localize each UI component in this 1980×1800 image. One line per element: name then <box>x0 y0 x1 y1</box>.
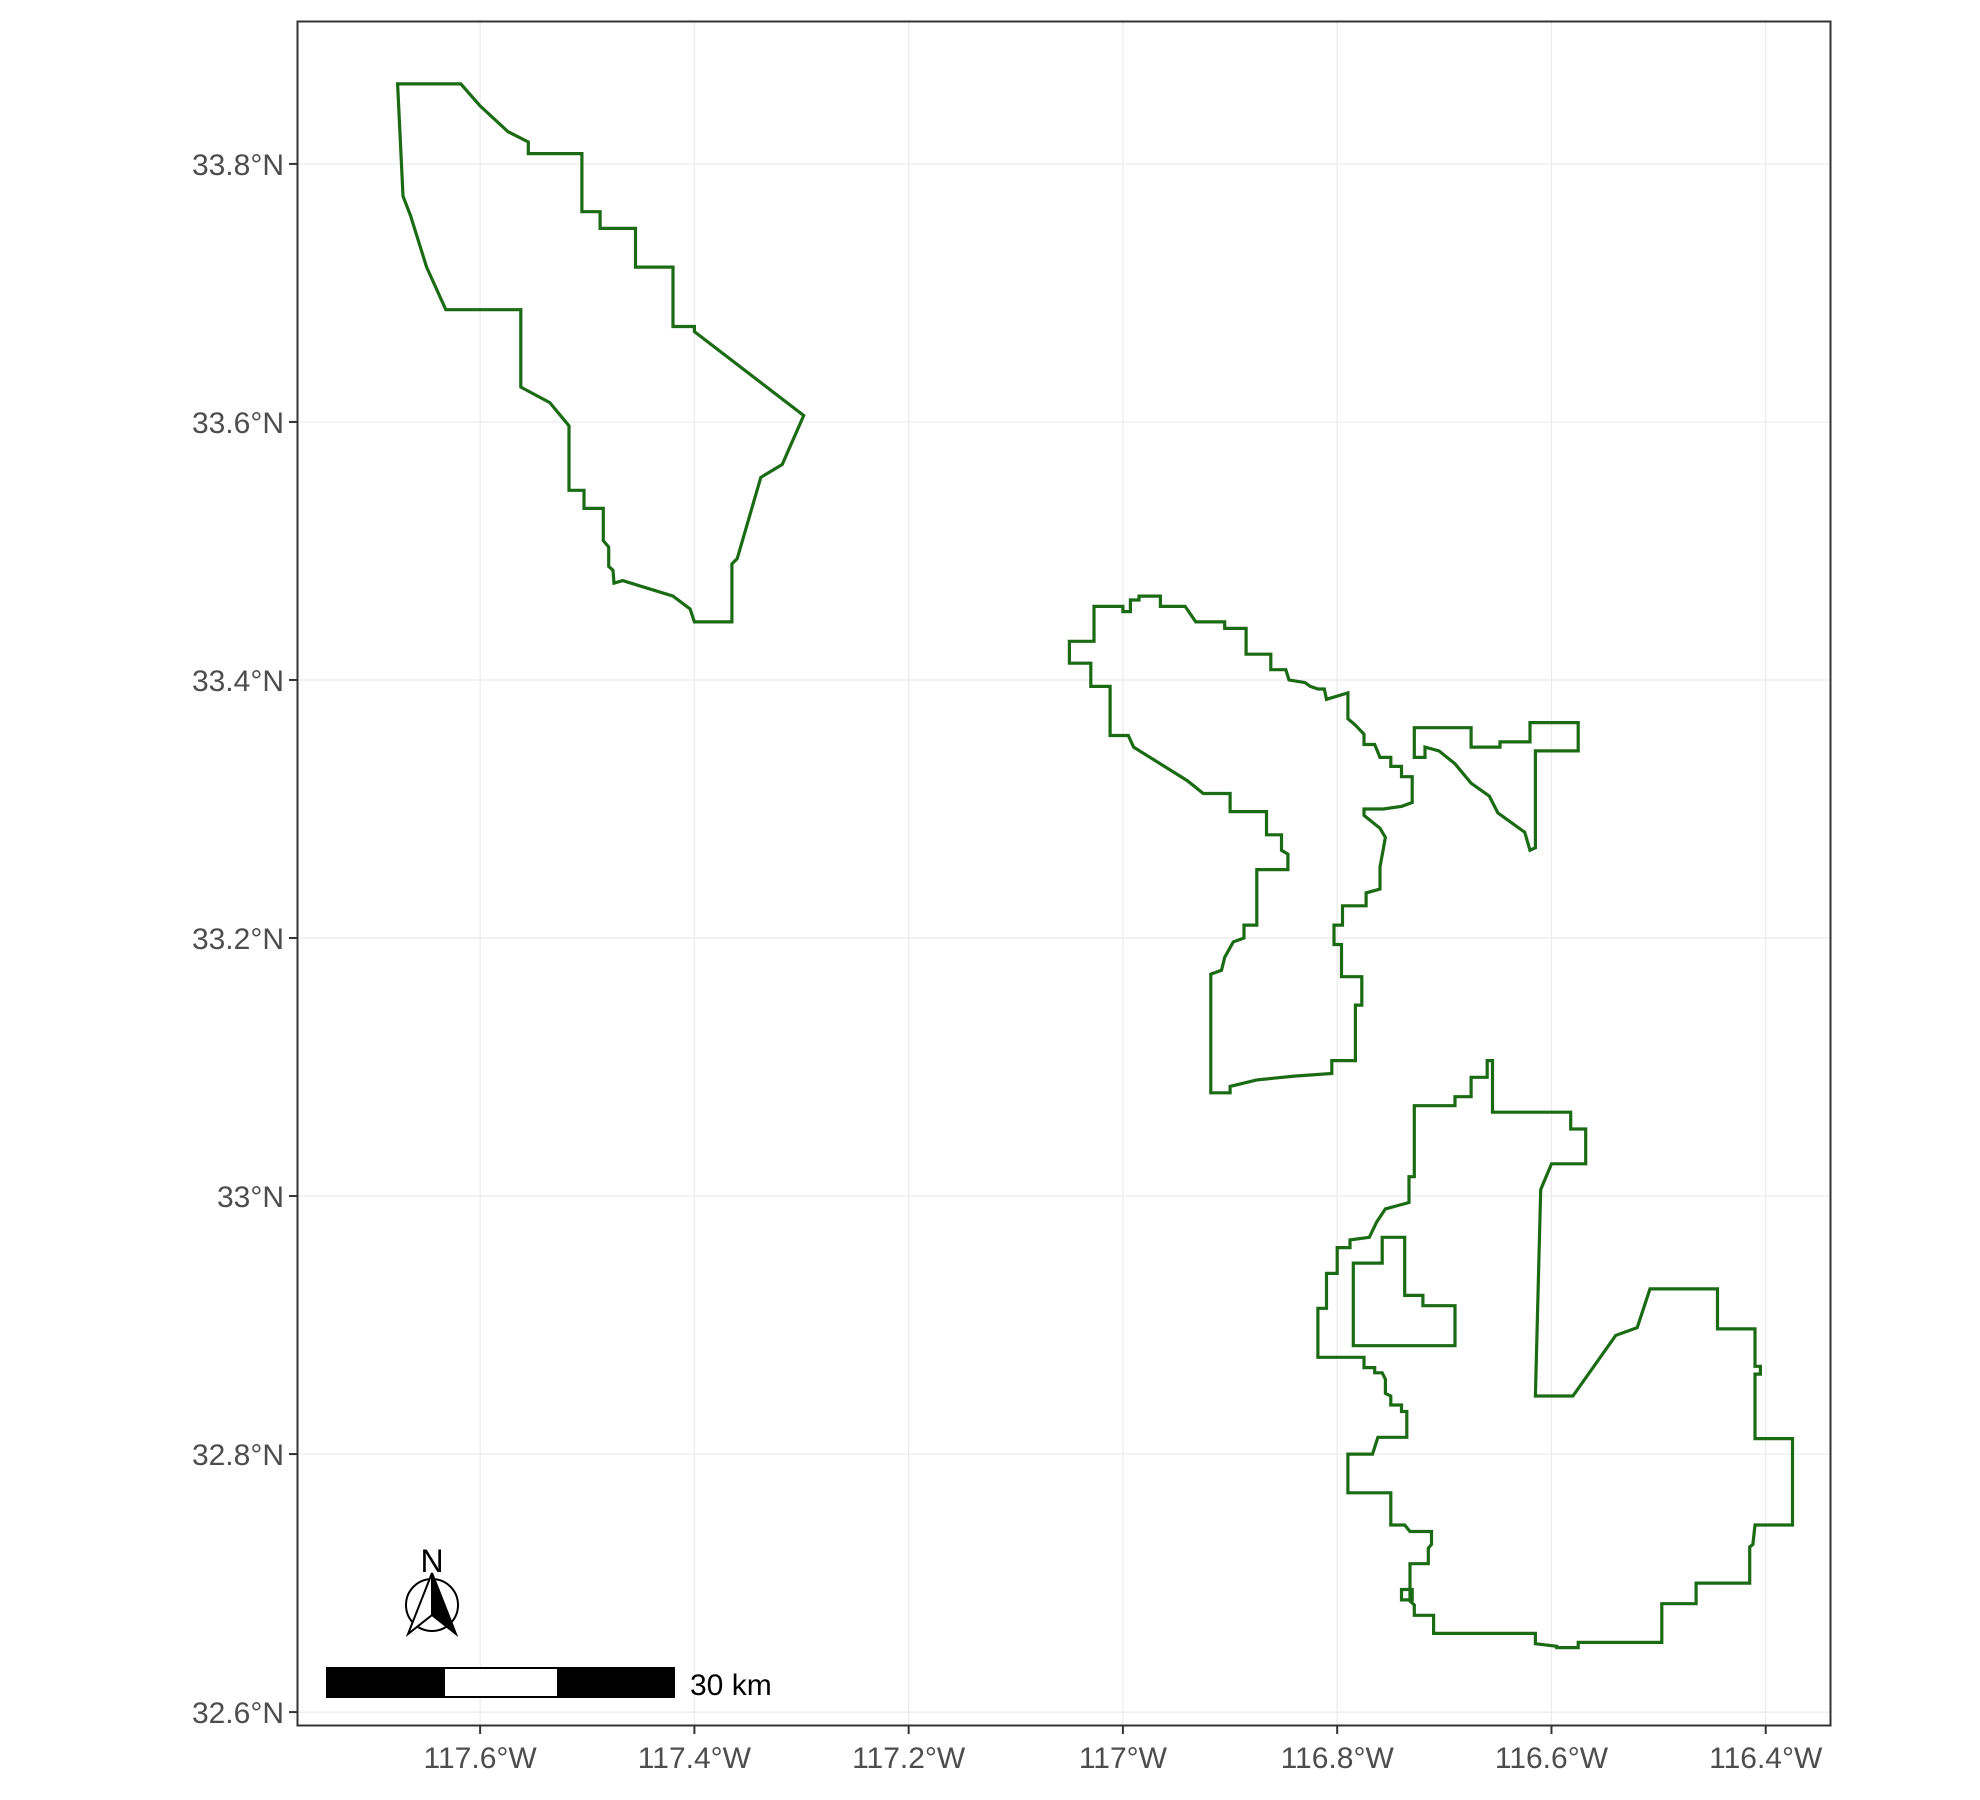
x-tick-label: 116.8°W <box>1281 1742 1395 1775</box>
y-tick-label: 33°N <box>217 1181 284 1214</box>
x-tick-label: 117.2°W <box>852 1742 966 1775</box>
scale-bar-segment-1 <box>326 1667 445 1698</box>
y-tick-label: 33.8°N <box>192 149 284 182</box>
x-tick-label: 116.4°W <box>1709 1742 1823 1775</box>
boundary-layer <box>395 82 1795 1650</box>
y-tick-label: 33.4°N <box>192 665 284 698</box>
x-tick-label: 116.6°W <box>1495 1742 1609 1775</box>
scale-bar-segment-2 <box>443 1667 559 1698</box>
x-tick-label: 117.6°W <box>424 1742 538 1775</box>
x-tick-label: 117.4°W <box>638 1742 752 1775</box>
y-tick-label: 33.2°N <box>192 923 284 956</box>
panel-border <box>296 20 1832 1727</box>
scale-bar: 30 km <box>326 1667 772 1702</box>
scale-bar-segment-3 <box>557 1667 675 1698</box>
north-arrow: N <box>405 1543 459 1638</box>
x-tick-label: 117°W <box>1079 1742 1168 1775</box>
boundary-small-square <box>1399 1587 1414 1602</box>
boundary-central <box>1067 594 1414 1095</box>
scale-bar-label: 30 km <box>690 1669 772 1702</box>
y-axis: 33.8°N 33.6°N 33.4°N 33.2°N 33°N 32.8°N 32.6°N <box>192 149 298 1730</box>
boundary-southeast-inner <box>1351 1235 1457 1348</box>
north-arrow-label: N <box>420 1543 443 1579</box>
north-arrow-right-half-icon <box>431 1572 459 1638</box>
y-tick-label: 33.6°N <box>192 407 284 440</box>
boundary-central-east <box>1412 720 1580 853</box>
boundary-northwest <box>395 82 806 624</box>
x-axis: 117.6°W 117.4°W 117.2°W 117°W 116.8°W 116.6°W… <box>424 1725 1823 1775</box>
y-tick-label: 32.8°N <box>192 1439 284 1472</box>
y-tick-label: 32.6°N <box>192 1697 284 1730</box>
graticule <box>298 22 1830 1725</box>
boundary-southeast <box>1316 1058 1795 1650</box>
